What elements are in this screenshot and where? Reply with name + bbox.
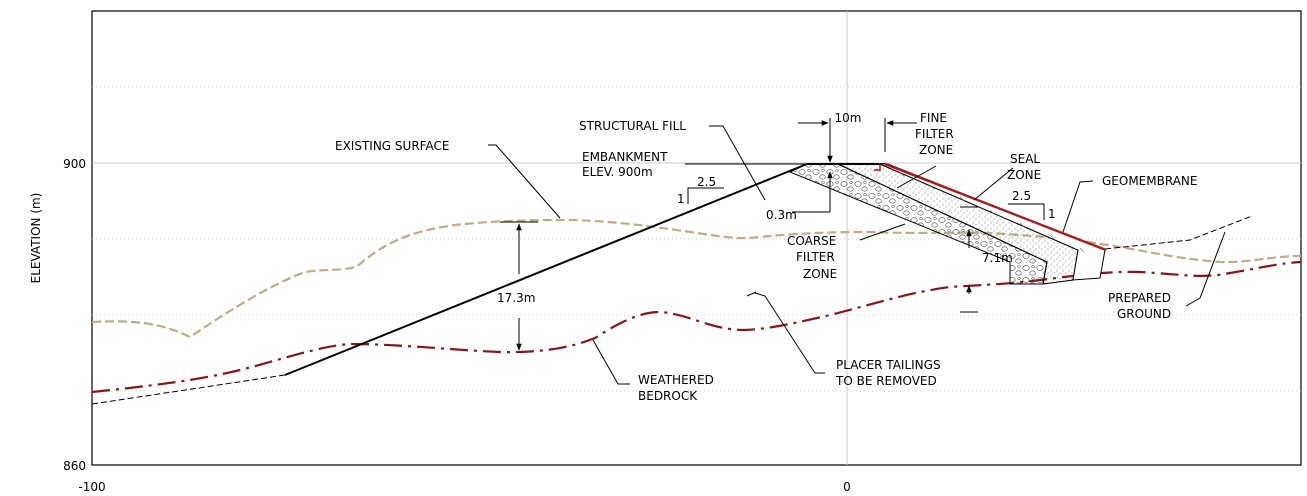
structural-fill-label: STRUCTURAL FILL xyxy=(579,119,686,133)
slope-indicator-left xyxy=(687,187,724,204)
thickness-top-label: 0.3m xyxy=(766,208,797,222)
leader-coarse-filter xyxy=(859,223,906,241)
weathered-bedrock-label-2: BEDROCK xyxy=(638,389,698,403)
leader-seal-zone xyxy=(973,167,1014,201)
coarse-filter-label-2: FILTER xyxy=(796,250,835,264)
leader-weathered-bedrock xyxy=(592,339,630,385)
fine-filter-label-3: ZONE xyxy=(919,143,953,157)
x-tick-0: 0 xyxy=(843,480,851,494)
slope-right-run: 2.5 xyxy=(1012,189,1031,203)
leader-placer-tick xyxy=(746,291,757,297)
leader-structural-fill xyxy=(709,125,766,201)
seal-zone-hatching xyxy=(899,171,1085,253)
y-tick-860: 860 xyxy=(63,459,86,473)
slope-left-run: 2.5 xyxy=(697,175,716,189)
depth-left-label: 17.3m xyxy=(497,291,535,305)
existing-surface-line xyxy=(91,218,1302,339)
leader-existing-surface xyxy=(488,144,561,219)
crest-width-label: 10m xyxy=(835,111,862,125)
prepared-ground-label-1: PREPARED xyxy=(1108,291,1171,305)
weathered-bedrock-line xyxy=(91,260,1302,394)
leader-placer-tailings xyxy=(754,292,825,374)
embankment-label-line2: ELEV. 900m xyxy=(582,165,653,179)
slope-indicator-right xyxy=(1008,203,1045,220)
y-axis-title: ELEVATION (m) xyxy=(29,193,43,284)
original-grade-left xyxy=(91,374,286,405)
coarse-filter-label-1: COARSE xyxy=(787,234,836,248)
fine-filter-label-2: FILTER xyxy=(915,127,954,141)
slope-right-rise: 1 xyxy=(1048,207,1056,221)
weathered-bedrock-label-1: WEATHERED xyxy=(638,373,714,387)
seal-zone-label-2: ZONE xyxy=(1007,168,1041,182)
embankment-label-line1: EMBANKMENT xyxy=(582,150,668,164)
fine-filter-label-1: FINE xyxy=(920,111,947,125)
placer-tailings-label-1: PLACER TAILINGS xyxy=(836,358,941,372)
leader-geomembrane xyxy=(1062,180,1094,233)
placer-tailings-label-2: TO BE REMOVED xyxy=(835,374,937,388)
seal-zone-label-1: SEAL xyxy=(1010,152,1040,166)
slope-left-rise: 1 xyxy=(677,192,685,206)
grid-lines xyxy=(92,11,1301,465)
geomembrane-line xyxy=(884,162,1107,252)
coarse-filter-label-3: ZONE xyxy=(803,267,837,281)
embankment-upstream-slope xyxy=(284,163,885,376)
plot-frame xyxy=(91,10,1302,466)
x-tick-minus100: -100 xyxy=(78,480,105,494)
existing-surface-label: EXISTING SURFACE xyxy=(335,139,449,153)
original-grade-right xyxy=(1104,215,1253,250)
y-tick-900: 900 xyxy=(63,157,86,171)
leader-prepared-ground xyxy=(1185,231,1226,307)
depth-bottom-label: 7.1m xyxy=(982,251,1013,265)
leader-lines xyxy=(488,125,1226,385)
geomembrane-label: GEOMEMBRANE xyxy=(1102,174,1197,188)
prepared-ground-label-2: GROUND xyxy=(1117,307,1171,321)
leader-fine-filter xyxy=(896,165,937,189)
geomembrane-anchor xyxy=(874,163,881,171)
